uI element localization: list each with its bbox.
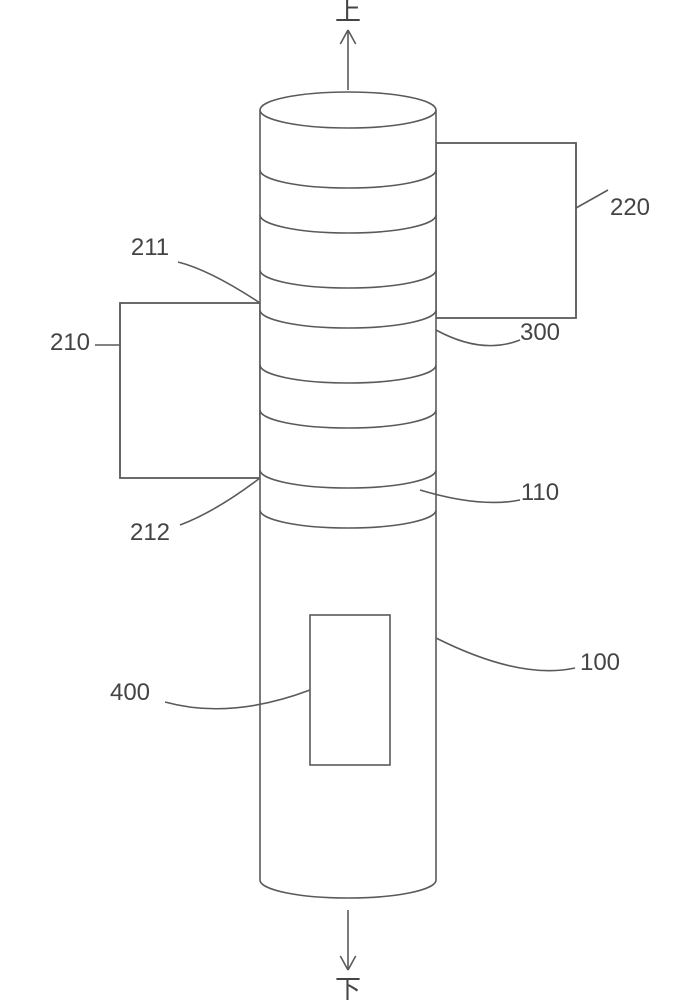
leader-300 — [436, 330, 520, 346]
label-220: 220 — [610, 194, 650, 221]
label-211: 211 — [131, 234, 169, 261]
leader-212 — [180, 478, 260, 525]
label-300: 300 — [520, 319, 560, 346]
label-400: 400 — [110, 679, 150, 706]
leader-100 — [436, 638, 575, 671]
arrow-bottom-label: 下 — [335, 975, 361, 1000]
label-110: 110 — [521, 479, 559, 506]
label-212: 212 — [130, 519, 170, 546]
leader-220 — [576, 190, 608, 208]
arrow-top-label: 上 — [335, 0, 361, 26]
cylinder-top — [260, 92, 436, 128]
leader-211 — [178, 262, 260, 303]
label-100: 100 — [580, 649, 620, 676]
diagram-canvas: 上下 220 300 110 100 211 210 212 400 — [0, 0, 697, 1000]
block-left — [120, 303, 260, 478]
block-right — [436, 143, 576, 318]
cylinder-body-fill — [260, 92, 436, 898]
label-210: 210 — [50, 329, 90, 356]
